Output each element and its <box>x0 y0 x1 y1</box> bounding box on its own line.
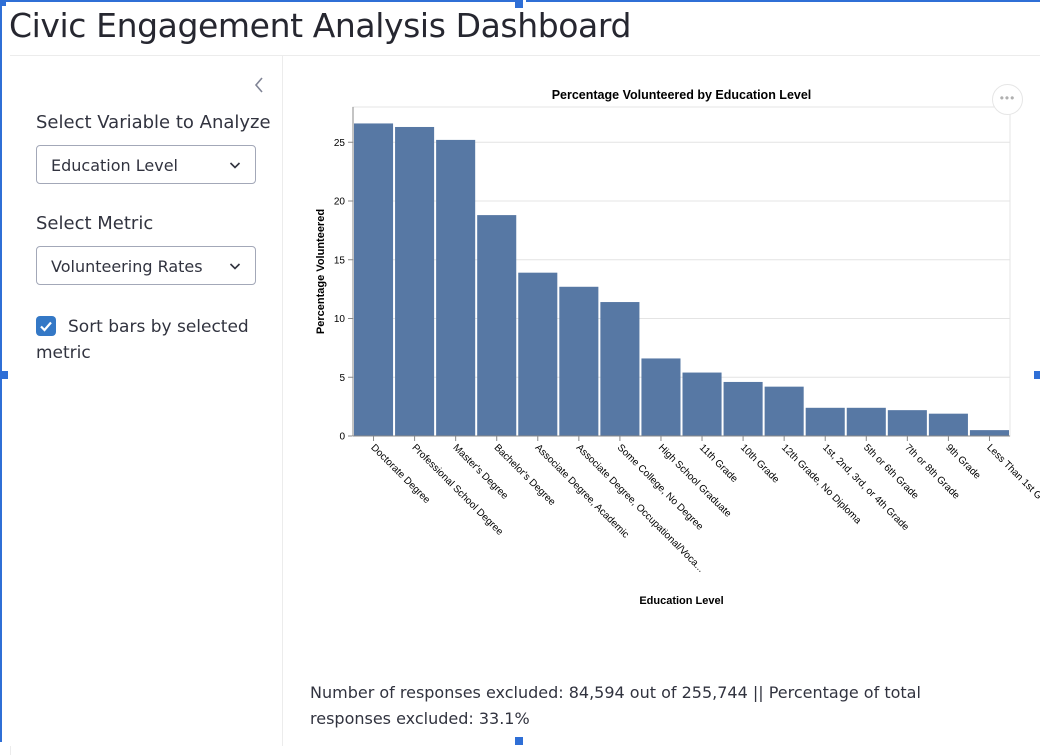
metric-select[interactable]: Volunteering Rates <box>36 246 256 285</box>
bar <box>354 123 394 436</box>
chart-title: Percentage Volunteered by Education Leve… <box>552 88 812 102</box>
y-tick-label: 0 <box>339 432 345 443</box>
selection-outline-top <box>0 0 515 5</box>
sort-checkbox-row[interactable]: Sort bars by selected metric <box>36 314 266 366</box>
selection-outline-top <box>526 0 1040 5</box>
variable-select-value: Education Level <box>51 156 178 175</box>
bar <box>600 302 640 436</box>
x-tick-label: 1st, 2nd, 3rd, or 4th Grade <box>820 442 911 533</box>
bar <box>969 430 1009 436</box>
y-tick-label: 15 <box>334 255 346 266</box>
resize-handle[interactable] <box>515 0 523 8</box>
variable-select[interactable]: Education Level <box>36 145 256 184</box>
y-tick-label: 5 <box>339 373 345 384</box>
ellipsis-icon[interactable]: ••• <box>992 84 1023 115</box>
resize-handle[interactable] <box>1034 371 1040 379</box>
chevron-down-icon <box>229 162 241 169</box>
page-title: Civic Engagement Analysis Dashboard <box>9 6 632 45</box>
sort-checkbox[interactable] <box>36 316 56 336</box>
x-tick-label: 9th Grade <box>943 442 983 482</box>
bar <box>764 386 804 436</box>
bar <box>805 407 845 436</box>
resize-handle[interactable] <box>515 737 523 745</box>
x-tick-label: 12th Grade, No Diploma <box>779 442 863 526</box>
x-tick-label: 11th Grade <box>697 442 740 485</box>
x-tick-label: 10th Grade <box>738 442 781 485</box>
sidebar: Select Variable to Analyze Education Lev… <box>10 56 283 746</box>
bar <box>559 286 599 436</box>
bar-chart: 0 5 10 15 20 25 Doctorate Degree Professional S… <box>300 80 1040 620</box>
x-tick-label: High School Graduate <box>656 442 734 520</box>
bar <box>682 372 722 436</box>
x-tick-label: Less Than 1st G <box>984 442 1040 502</box>
chevron-down-icon <box>229 263 241 270</box>
y-tick-label: 10 <box>334 314 346 325</box>
resize-handle[interactable] <box>0 371 8 379</box>
bar <box>887 410 927 436</box>
y-axis-title: Percentage Volunteered <box>315 209 327 334</box>
excluded-responses-note: Number of responses excluded: 84,594 out… <box>310 683 921 728</box>
resize-handle[interactable] <box>0 0 6 6</box>
bar <box>518 272 558 436</box>
chevron-left-icon[interactable] <box>249 74 269 96</box>
bar <box>436 139 476 436</box>
metric-select-label: Select Metric <box>36 213 154 234</box>
bar <box>723 381 763 436</box>
x-tick-label: Some College, No Degree <box>615 442 706 533</box>
checkmark-icon <box>40 321 52 332</box>
bar <box>477 215 517 436</box>
y-tick-label: 20 <box>334 197 346 208</box>
bar <box>641 358 681 436</box>
variable-select-label: Select Variable to Analyze <box>36 112 271 133</box>
x-axis-title: Education Level <box>639 595 723 607</box>
bar <box>846 407 886 436</box>
y-tick-label: 25 <box>334 138 346 149</box>
bar <box>928 413 968 436</box>
metric-select-value: Volunteering Rates <box>51 257 203 276</box>
bar <box>395 126 435 436</box>
sort-checkbox-label: Sort bars by selected metric <box>36 317 249 363</box>
